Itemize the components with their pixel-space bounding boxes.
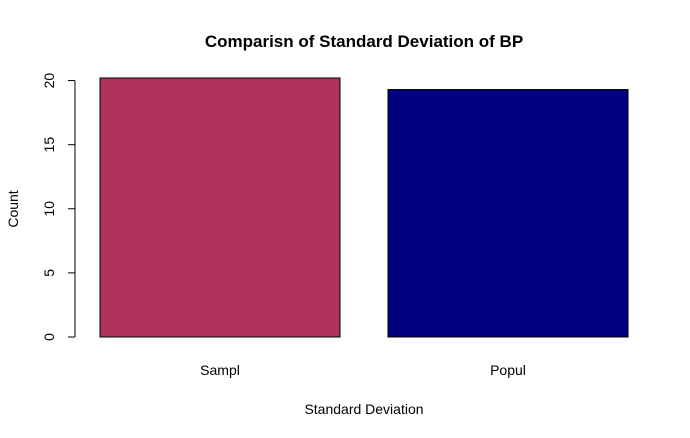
y-axis: 0 5 10 15 20 (41, 73, 76, 341)
y-tick-label: 0 (41, 333, 57, 341)
x-axis-label: Standard Deviation (304, 401, 423, 417)
y-tick-label: 20 (41, 73, 57, 89)
x-category-label-popul: Popul (490, 362, 526, 378)
x-axis-category-labels: Sampl Popul (200, 362, 526, 378)
bar-popul (387, 89, 629, 338)
chart-title: Comparisn of Standard Deviation of BP (205, 32, 523, 51)
y-tick-label: 10 (41, 201, 57, 217)
y-tick-label: 15 (41, 137, 57, 153)
y-axis-label: Count (5, 190, 21, 227)
bar-sampl (99, 77, 341, 338)
x-category-label-sampl: Sampl (200, 362, 240, 378)
y-tick-label: 5 (41, 269, 57, 277)
bars (99, 77, 629, 338)
